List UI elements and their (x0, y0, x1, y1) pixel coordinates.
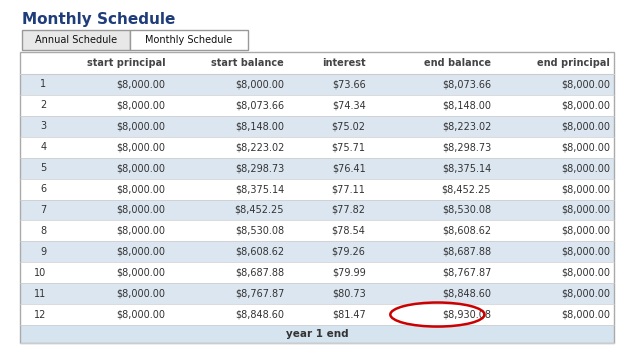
FancyBboxPatch shape (20, 325, 614, 343)
Text: $8,930.08: $8,930.08 (442, 310, 491, 319)
Text: $8,000.00: $8,000.00 (116, 247, 165, 257)
Text: $8,000.00: $8,000.00 (561, 184, 610, 194)
Text: $8,000.00: $8,000.00 (235, 79, 284, 90)
FancyBboxPatch shape (20, 95, 614, 116)
Text: $8,452.25: $8,452.25 (235, 205, 284, 215)
Text: 12: 12 (34, 310, 47, 319)
FancyBboxPatch shape (20, 220, 614, 241)
Text: 2: 2 (41, 100, 47, 110)
Text: $76.41: $76.41 (332, 163, 366, 173)
Text: $8,000.00: $8,000.00 (561, 100, 610, 110)
Text: 10: 10 (34, 268, 47, 278)
Text: Annual Schedule: Annual Schedule (35, 35, 117, 45)
FancyBboxPatch shape (20, 158, 614, 179)
Text: $77.82: $77.82 (331, 205, 366, 215)
Text: 9: 9 (41, 247, 47, 257)
Text: $77.11: $77.11 (332, 184, 366, 194)
FancyBboxPatch shape (20, 262, 614, 283)
Text: $79.26: $79.26 (332, 247, 366, 257)
FancyBboxPatch shape (20, 283, 614, 304)
Text: $8,000.00: $8,000.00 (561, 142, 610, 152)
Text: $8,000.00: $8,000.00 (116, 163, 165, 173)
Text: 6: 6 (41, 184, 47, 194)
FancyBboxPatch shape (20, 179, 614, 199)
FancyBboxPatch shape (20, 74, 614, 95)
Text: $8,000.00: $8,000.00 (561, 205, 610, 215)
Text: $8,000.00: $8,000.00 (116, 121, 165, 131)
Text: Monthly Schedule: Monthly Schedule (145, 35, 233, 45)
FancyBboxPatch shape (20, 199, 614, 220)
Text: $8,000.00: $8,000.00 (116, 184, 165, 194)
Text: $8,530.08: $8,530.08 (235, 226, 284, 236)
Text: $8,000.00: $8,000.00 (561, 163, 610, 173)
Text: $8,000.00: $8,000.00 (116, 268, 165, 278)
Text: $8,223.02: $8,223.02 (442, 121, 491, 131)
Text: $8,687.88: $8,687.88 (442, 247, 491, 257)
FancyBboxPatch shape (20, 137, 614, 158)
Text: $8,000.00: $8,000.00 (116, 205, 165, 215)
Text: end balance: end balance (424, 58, 491, 68)
Text: $8,375.14: $8,375.14 (235, 184, 284, 194)
FancyBboxPatch shape (130, 30, 248, 50)
Text: 8: 8 (41, 226, 47, 236)
Text: $8,000.00: $8,000.00 (561, 268, 610, 278)
Text: $8,073.66: $8,073.66 (442, 79, 491, 90)
Text: 4: 4 (41, 142, 47, 152)
Text: $8,000.00: $8,000.00 (561, 226, 610, 236)
Text: $8,000.00: $8,000.00 (561, 247, 610, 257)
FancyBboxPatch shape (20, 304, 614, 325)
Text: $80.73: $80.73 (332, 289, 366, 299)
FancyBboxPatch shape (20, 52, 614, 74)
Text: $8,608.62: $8,608.62 (442, 226, 491, 236)
Text: $8,000.00: $8,000.00 (561, 289, 610, 299)
Text: $73.66: $73.66 (332, 79, 366, 90)
Text: $8,767.87: $8,767.87 (235, 289, 284, 299)
Text: $8,608.62: $8,608.62 (235, 247, 284, 257)
Text: $8,687.88: $8,687.88 (235, 268, 284, 278)
Text: 11: 11 (34, 289, 47, 299)
Text: 3: 3 (41, 121, 47, 131)
Text: $8,000.00: $8,000.00 (561, 121, 610, 131)
Text: $75.71: $75.71 (331, 142, 366, 152)
Text: $8,000.00: $8,000.00 (116, 100, 165, 110)
Text: $8,000.00: $8,000.00 (116, 79, 165, 90)
Text: $8,848.60: $8,848.60 (235, 310, 284, 319)
Text: $8,000.00: $8,000.00 (116, 226, 165, 236)
Text: $8,073.66: $8,073.66 (235, 100, 284, 110)
Text: $8,298.73: $8,298.73 (235, 163, 284, 173)
Text: $8,298.73: $8,298.73 (442, 142, 491, 152)
Text: Monthly Schedule: Monthly Schedule (22, 12, 175, 27)
Text: 7: 7 (41, 205, 47, 215)
Text: $78.54: $78.54 (332, 226, 366, 236)
Text: $8,000.00: $8,000.00 (116, 310, 165, 319)
Text: 5: 5 (41, 163, 47, 173)
Text: $8,000.00: $8,000.00 (561, 79, 610, 90)
FancyBboxPatch shape (22, 30, 130, 50)
Text: $8,848.60: $8,848.60 (442, 289, 491, 299)
Text: start balance: start balance (212, 58, 284, 68)
Text: $8,000.00: $8,000.00 (561, 310, 610, 319)
Text: 1: 1 (41, 79, 47, 90)
Text: end principal: end principal (537, 58, 610, 68)
Text: $79.99: $79.99 (332, 268, 366, 278)
Text: interest: interest (322, 58, 366, 68)
Text: $8,530.08: $8,530.08 (442, 205, 491, 215)
Text: $8,000.00: $8,000.00 (116, 142, 165, 152)
FancyBboxPatch shape (20, 241, 614, 262)
Text: $74.34: $74.34 (332, 100, 366, 110)
Text: $8,767.87: $8,767.87 (442, 268, 491, 278)
Text: $8,452.25: $8,452.25 (442, 184, 491, 194)
Text: $8,148.00: $8,148.00 (442, 100, 491, 110)
FancyBboxPatch shape (20, 116, 614, 137)
Text: $8,375.14: $8,375.14 (442, 163, 491, 173)
Text: $8,148.00: $8,148.00 (235, 121, 284, 131)
Text: $8,000.00: $8,000.00 (116, 289, 165, 299)
Text: $75.02: $75.02 (331, 121, 366, 131)
Text: start principal: start principal (87, 58, 165, 68)
Text: $81.47: $81.47 (332, 310, 366, 319)
Text: year 1 end: year 1 end (286, 329, 348, 339)
Text: $8,223.02: $8,223.02 (235, 142, 284, 152)
